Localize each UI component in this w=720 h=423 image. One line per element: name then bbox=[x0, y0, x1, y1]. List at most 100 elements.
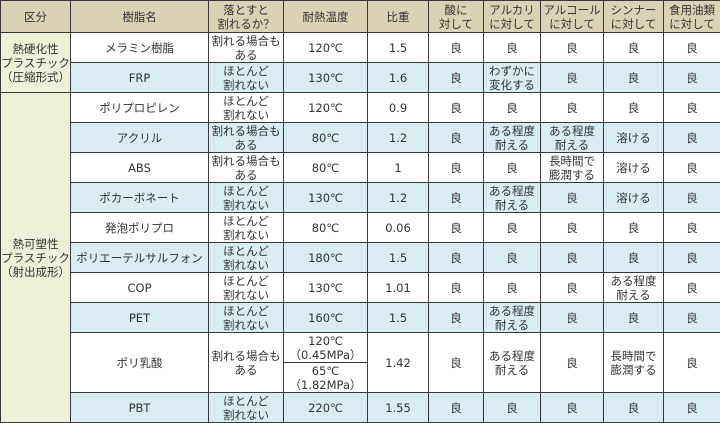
specific-gravity: 1.01 bbox=[368, 273, 429, 303]
alcohol-resistance: ある程度 耐える bbox=[541, 123, 604, 153]
specific-gravity: 1.55 bbox=[368, 393, 429, 423]
thinner-resistance: 良 bbox=[604, 213, 664, 243]
specific-gravity: 1.42 bbox=[368, 333, 429, 393]
drop-break: ほとんど 割れない bbox=[209, 63, 284, 93]
alkali-resistance: ある程度 耐える bbox=[484, 183, 541, 213]
alcohol-resistance: 良 bbox=[541, 63, 604, 93]
oil-resistance: 良 bbox=[664, 123, 720, 153]
oil-resistance: 良 bbox=[664, 63, 720, 93]
resin-name: PBT bbox=[71, 393, 209, 423]
acid-resistance: 良 bbox=[429, 63, 484, 93]
resin-name: PET bbox=[71, 303, 209, 333]
oil-resistance: 良 bbox=[664, 213, 720, 243]
heat-resistance: 120℃ （0.45MPa） bbox=[284, 333, 368, 363]
heat-resistance: 120℃ bbox=[284, 93, 368, 123]
header-thinner: シンナー に対して bbox=[604, 1, 664, 33]
acid-resistance: 良 bbox=[429, 333, 484, 393]
heat-resistance: 80℃ bbox=[284, 213, 368, 243]
specific-gravity: 1.2 bbox=[368, 183, 429, 213]
thinner-resistance: ある程度 耐える bbox=[604, 273, 664, 303]
alcohol-resistance: 良 bbox=[541, 393, 604, 423]
resin-name: FRP bbox=[71, 63, 209, 93]
thinner-resistance: 長時間で 膨潤する bbox=[604, 333, 664, 393]
acid-resistance: 良 bbox=[429, 273, 484, 303]
oil-resistance: 良 bbox=[664, 333, 720, 393]
alkali-resistance: 良 bbox=[484, 93, 541, 123]
heat-resistance: 180℃ bbox=[284, 243, 368, 273]
resin-name: メラミン樹脂 bbox=[71, 33, 209, 63]
alcohol-resistance: 良 bbox=[541, 213, 604, 243]
heat-resistance: 80℃ bbox=[284, 153, 368, 183]
acid-resistance: 良 bbox=[429, 123, 484, 153]
alkali-resistance: ある程度 耐える bbox=[484, 303, 541, 333]
drop-break: ほとんど 割れない bbox=[209, 243, 284, 273]
specific-gravity: 1 bbox=[368, 153, 429, 183]
oil-resistance: 良 bbox=[664, 183, 720, 213]
drop-break: ほとんど 割れない bbox=[209, 183, 284, 213]
alcohol-resistance: 良 bbox=[541, 273, 604, 303]
resin-name: アクリル bbox=[71, 123, 209, 153]
header-alcohol: アルコール に対して bbox=[541, 1, 604, 33]
thinner-resistance: 良 bbox=[604, 243, 664, 273]
heat-resistance: 80℃ bbox=[284, 123, 368, 153]
drop-break: 割れる場合も ある bbox=[209, 33, 284, 63]
heat-resistance: 130℃ bbox=[284, 273, 368, 303]
oil-resistance: 良 bbox=[664, 243, 720, 273]
alkali-resistance: わずかに 変化する bbox=[484, 63, 541, 93]
oil-resistance: 良 bbox=[664, 393, 720, 423]
acid-resistance: 良 bbox=[429, 93, 484, 123]
resin-name: ポリプロピレン bbox=[71, 93, 209, 123]
resin-name: 発泡ポリプロ bbox=[71, 213, 209, 243]
resin-name: ポリ乳酸 bbox=[71, 333, 209, 393]
alkali-resistance: 良 bbox=[484, 33, 541, 63]
heat-resistance: 120℃ bbox=[284, 33, 368, 63]
specific-gravity: 1.5 bbox=[368, 303, 429, 333]
oil-resistance: 良 bbox=[664, 273, 720, 303]
acid-resistance: 良 bbox=[429, 183, 484, 213]
alkali-resistance: ある程度 耐える bbox=[484, 123, 541, 153]
alkali-resistance: 良 bbox=[484, 213, 541, 243]
header-row: 区分樹脂名落とすと 割れるか？耐熱温度比重酸に 対してアルカリ に対してアルコー… bbox=[1, 1, 720, 33]
specific-gravity: 0.06 bbox=[368, 213, 429, 243]
drop-break: ほとんど 割れない bbox=[209, 213, 284, 243]
category-cell: 熱硬化性 プラスチック （圧縮形式） bbox=[1, 33, 71, 93]
oil-resistance: 良 bbox=[664, 33, 720, 63]
specific-gravity: 1.5 bbox=[368, 33, 429, 63]
acid-resistance: 良 bbox=[429, 33, 484, 63]
oil-resistance: 良 bbox=[664, 303, 720, 333]
drop-break: 割れる場合も ある bbox=[209, 333, 284, 393]
thinner-resistance: 良 bbox=[604, 303, 664, 333]
drop-break: ほとんど 割れない bbox=[209, 303, 284, 333]
drop-break: 割れる場合も ある bbox=[209, 123, 284, 153]
alcohol-resistance: 良 bbox=[541, 243, 604, 273]
header-edible-oil: 食用油類 に対して bbox=[664, 1, 720, 33]
heat-resistance: 130℃ bbox=[284, 63, 368, 93]
specific-gravity: 0.9 bbox=[368, 93, 429, 123]
drop-break: ほとんど 割れない bbox=[209, 393, 284, 423]
drop-break: ほとんど 割れない bbox=[209, 273, 284, 303]
header-heat-resistance: 耐熱温度 bbox=[284, 1, 368, 33]
acid-resistance: 良 bbox=[429, 243, 484, 273]
alkali-resistance: 良 bbox=[484, 153, 541, 183]
thinner-resistance: 溶ける bbox=[604, 123, 664, 153]
header-acid: 酸に 対して bbox=[429, 1, 484, 33]
resin-name: ABS bbox=[71, 153, 209, 183]
specific-gravity: 1.5 bbox=[368, 243, 429, 273]
thinner-resistance: 良 bbox=[604, 393, 664, 423]
heat-resistance: 130℃ bbox=[284, 183, 368, 213]
drop-break: 割れる場合も ある bbox=[209, 153, 284, 183]
specific-gravity: 1.2 bbox=[368, 123, 429, 153]
alkali-resistance: 良 bbox=[484, 243, 541, 273]
oil-resistance: 良 bbox=[664, 153, 720, 183]
